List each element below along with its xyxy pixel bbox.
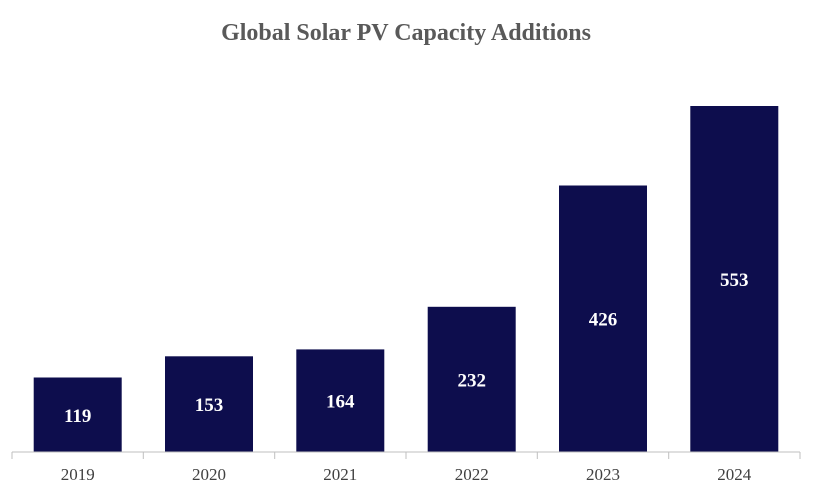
plot-area: 119 153 164 232 426 553 2019 2020 2021 2022 2023 20… <box>11 106 801 484</box>
bar-2022 <box>427 306 516 452</box>
data-label-2020: 153 <box>195 395 224 416</box>
data-label-2021: 164 <box>326 392 355 413</box>
x-tick-label-2022: 2022 <box>455 465 489 484</box>
data-label-2022: 232 <box>457 370 486 391</box>
data-label-2023: 426 <box>589 310 618 331</box>
x-tick-label-2020: 2020 <box>192 465 226 484</box>
x-tick-label-2019: 2019 <box>61 465 95 484</box>
bar-2024 <box>690 106 779 452</box>
x-tick-label-2023: 2023 <box>586 465 620 484</box>
x-tick-label-2024: 2024 <box>717 465 752 484</box>
chart-title: Global Solar PV Capacity Additions <box>221 20 591 46</box>
bar-2021 <box>296 349 385 452</box>
bar-2019 <box>33 377 122 452</box>
x-tick-label-2021: 2021 <box>323 465 357 484</box>
data-label-2024: 553 <box>720 270 749 291</box>
bar-2023 <box>559 185 647 452</box>
bar-2020 <box>165 356 253 452</box>
data-label-2019: 119 <box>64 406 91 427</box>
